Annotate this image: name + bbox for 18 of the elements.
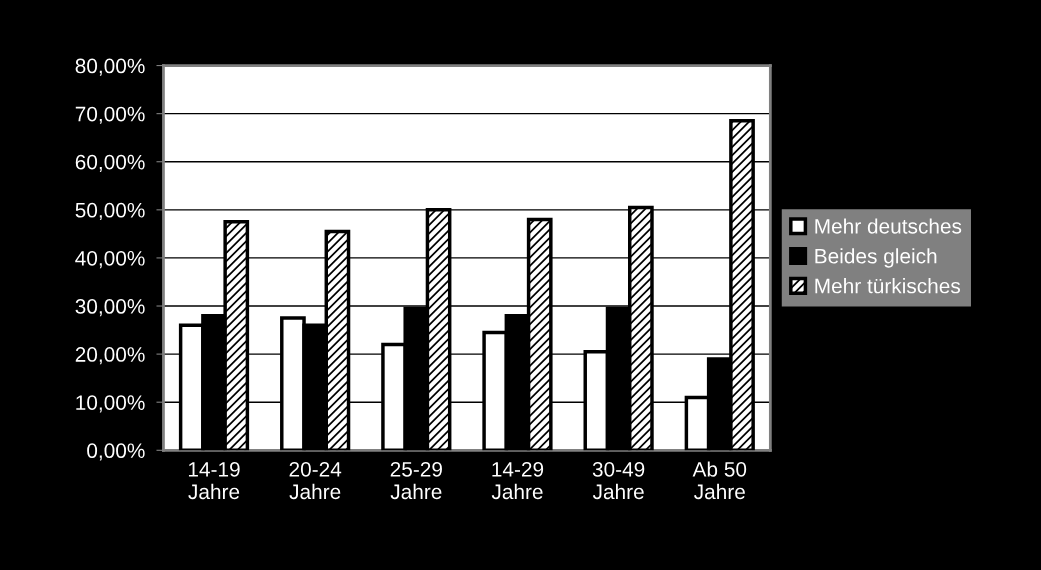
- legend-label: Mehr deutsches: [815, 218, 962, 234]
- y-tick-label: 80,00%: [75, 58, 145, 76]
- y-tick-label: 40,00%: [75, 250, 145, 269]
- y-tick-label: 10,00%: [76, 395, 145, 413]
- x-tick-label: 20-24 Jahre: [289, 461, 342, 500]
- x-tick-label: 14-29 Jahre: [491, 461, 544, 500]
- y-tick-label: 20,00%: [75, 347, 145, 365]
- y-tick-label: 70,00%: [75, 106, 145, 124]
- y-tick-label: 60,00%: [75, 154, 145, 172]
- legend-label: Mehr türkisches: [815, 278, 961, 294]
- legend-label: Beides gleich: [815, 248, 937, 268]
- x-tick-label: 30-49 Jahre: [592, 461, 645, 500]
- y-tick-label: 0,00%: [87, 443, 145, 461]
- x-tick-label: 14-19 Jahre: [188, 461, 240, 500]
- x-tick-label: 25-29 Jahre: [390, 461, 442, 500]
- y-tick-label: 50,00%: [75, 202, 145, 221]
- x-tick-label: Ab 50 Jahre: [692, 461, 747, 500]
- y-tick-label: 30,00%: [75, 299, 145, 317]
